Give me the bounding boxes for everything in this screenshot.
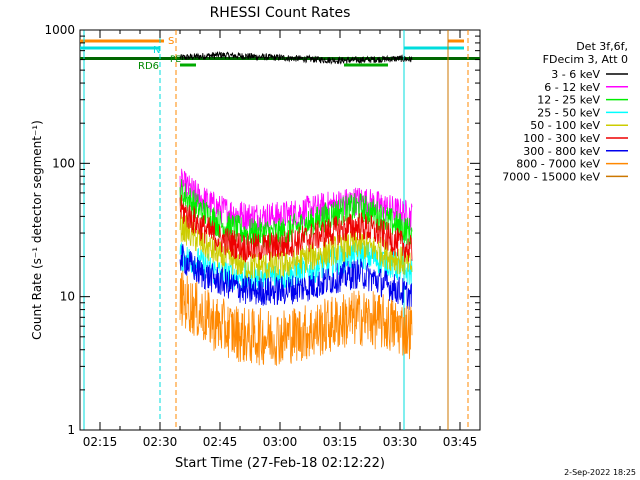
x-tick-label: 02:45 xyxy=(203,435,238,449)
series-trace xyxy=(179,244,413,311)
series-trace xyxy=(179,270,413,366)
y-tick-label: 1 xyxy=(67,423,75,437)
x-tick-label: 02:30 xyxy=(143,435,178,449)
axes-layer: 02:15 02:30 02:45 03:00 03:15 03:30 03:45 1 10 10… xyxy=(44,23,481,449)
y-axis-label: Count Rate (s⁻¹ detector segment⁻¹) xyxy=(30,120,44,340)
flag-label-s: S xyxy=(168,36,174,47)
series-trace xyxy=(179,211,413,281)
series-trace xyxy=(179,50,413,65)
flag-label-pe: PE xyxy=(170,55,181,65)
footer-date: 2-Sep-2022 18:25 xyxy=(564,468,636,477)
flag-label-rd: RD6 xyxy=(138,61,159,72)
y-tick-label: 100 xyxy=(52,156,75,170)
legend-header-2: FDecim 3, Att 0 xyxy=(543,53,628,66)
x-tick-label: 02:15 xyxy=(83,435,118,449)
legend-entry-label: 800 - 7000 keV xyxy=(516,158,600,171)
x-tick-label: 03:00 xyxy=(263,435,298,449)
x-axis-label: Start Time (27-Feb-18 02:12:22) xyxy=(175,456,385,471)
legend-entry-label: 50 - 100 keV xyxy=(530,119,600,132)
y-tick-label: 10 xyxy=(60,290,75,304)
series-trace xyxy=(179,179,413,249)
legend-entry-label: 100 - 300 keV xyxy=(523,132,600,145)
flag-label-n: N xyxy=(153,45,160,56)
x-tick-label: 03:30 xyxy=(383,435,418,449)
y-tick-label: 1000 xyxy=(44,23,75,37)
legend-entry-label: 25 - 50 keV xyxy=(537,106,600,119)
legend-header-1: Det 3f,6f, xyxy=(576,40,628,53)
x-tick-label: 03:15 xyxy=(323,435,358,449)
x-tick-label: 03:45 xyxy=(443,435,478,449)
series-layer xyxy=(179,50,413,366)
legend-entry-label: 300 - 800 keV xyxy=(523,145,600,158)
legend-entry-label: 12 - 25 keV xyxy=(537,94,600,107)
series-trace xyxy=(179,194,413,263)
chart-title: RHESSI Count Rates xyxy=(210,5,351,21)
legend-entry-label: 3 - 6 keV xyxy=(551,68,600,81)
legend-entry-label: 7000 - 15000 keV xyxy=(502,170,600,183)
legend-entry-label: 6 - 12 keV xyxy=(544,81,600,94)
